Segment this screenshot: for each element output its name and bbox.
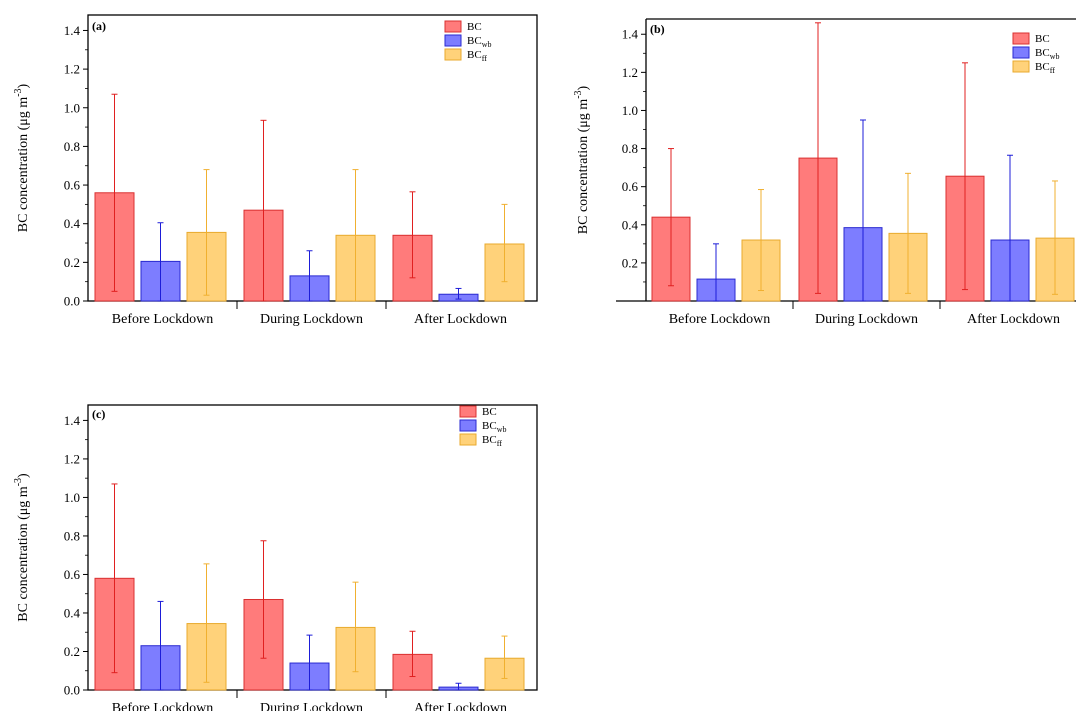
- legend-label-subscript: ff: [482, 54, 488, 63]
- x-category-label: During Lockdown: [260, 701, 363, 711]
- legend-swatch: [459, 419, 477, 432]
- legend-label-subscript: ff: [497, 439, 503, 448]
- panel-letter: (a): [92, 19, 106, 33]
- y-tick-label: 0.8: [622, 141, 638, 156]
- legend-label-main: BC: [1035, 61, 1050, 73]
- legend-swatch: [444, 20, 462, 33]
- y-axis-label-main: BC concentration (μg m: [16, 97, 31, 233]
- y-tick-label: 1.4: [64, 23, 81, 38]
- y-tick-label: 0.6: [622, 179, 639, 194]
- x-category-label: After Lockdown: [967, 312, 1060, 327]
- y-axis-label-main: BC concentration (μg m: [576, 99, 591, 235]
- legend-label: BC: [467, 21, 482, 33]
- y-tick-label: 0.0: [64, 294, 80, 309]
- legend-label: BC: [1035, 33, 1050, 45]
- x-category-label: Before Lockdown: [112, 701, 213, 711]
- x-category-label: Before Lockdown: [112, 312, 213, 327]
- y-tick-label: 0.0: [64, 683, 80, 698]
- y-tick-label: 1.0: [622, 103, 638, 118]
- y-axis-label-superscript: -3: [13, 88, 24, 96]
- legend-label-subscript: wb: [482, 40, 492, 49]
- y-axis-label-close: ): [16, 83, 31, 88]
- x-category-label: After Lockdown: [414, 312, 507, 327]
- y-tick-label: 1.0: [64, 100, 80, 115]
- y-tick-label: 0.2: [64, 255, 80, 270]
- legend-label: BCff: [482, 434, 502, 448]
- y-axis-label-close: ): [576, 85, 591, 90]
- y-axis-label-close: ): [16, 473, 31, 478]
- legend-label-main: BC: [482, 434, 497, 446]
- legend-label-subscript: wb: [1050, 52, 1060, 61]
- y-tick-label: 1.0: [64, 490, 80, 505]
- legend-label-main: BC: [1035, 33, 1050, 45]
- x-category-label: During Lockdown: [260, 312, 363, 327]
- y-tick-label: 1.2: [64, 451, 80, 466]
- y-tick-label: 0.4: [64, 216, 81, 231]
- legend-swatch: [444, 34, 462, 47]
- legend-label-subscript: wb: [497, 425, 507, 434]
- y-axis-label-superscript: -3: [573, 90, 584, 98]
- x-category-label: Before Lockdown: [669, 312, 770, 327]
- chart-panel-b: 0.2 0.4 0.6 0.8 1.0 1.2 1.4 BC concentration (μ…: [573, 18, 1076, 327]
- legend-swatch: [444, 48, 462, 61]
- y-tick-label: 0.2: [64, 644, 80, 659]
- legend-label-subscript: ff: [1050, 66, 1056, 75]
- panel-letter: (b): [650, 22, 665, 36]
- chart-panel-a: 0.0 0.2 0.4 0.6 0.8 1.0 1.2 1.4 BC concentration…: [13, 14, 538, 327]
- y-axis-label-main: BC concentration (μg m: [16, 486, 31, 622]
- y-tick-label: 1.4: [64, 413, 81, 428]
- y-tick-label: 1.4: [622, 27, 639, 42]
- y-axis-label-superscript: -3: [13, 478, 24, 486]
- legend-label: BCwb: [1035, 47, 1059, 61]
- legend-label-main: BC: [467, 35, 482, 47]
- chart-panel-c: 0.0 0.2 0.4 0.6 0.8 1.0 1.2 1.4 BC concentration…: [13, 404, 538, 711]
- x-category-label: After Lockdown: [414, 701, 507, 711]
- y-tick-label: 0.4: [622, 217, 639, 232]
- legend-label-main: BC: [482, 406, 497, 418]
- y-tick-label: 1.2: [622, 65, 638, 80]
- y-tick-label: 0.6: [64, 567, 81, 582]
- y-axis-label: BC concentration (μg m-3): [13, 473, 31, 622]
- y-tick-label: 0.8: [64, 139, 80, 154]
- legend-swatch: [459, 405, 477, 418]
- legend-label: BCwb: [482, 420, 506, 434]
- legend-label: BCff: [467, 49, 487, 63]
- y-tick-label: 0.8: [64, 528, 80, 543]
- legend-swatch: [1012, 46, 1030, 59]
- legend-swatch: [1012, 32, 1030, 45]
- panel-letter: (c): [92, 407, 105, 421]
- legend-label: BC: [482, 406, 497, 418]
- y-tick-label: 0.2: [622, 255, 638, 270]
- x-category-label: During Lockdown: [815, 312, 918, 327]
- legend-swatch: [459, 433, 477, 446]
- legend-label-main: BC: [482, 420, 497, 432]
- legend-label-main: BC: [467, 49, 482, 61]
- legend-label-main: BC: [467, 21, 482, 33]
- y-tick-label: 1.2: [64, 62, 80, 77]
- y-tick-label: 0.4: [64, 605, 81, 620]
- legend-label: BCwb: [467, 35, 491, 49]
- legend-swatch: [1012, 60, 1030, 73]
- legend-label-main: BC: [1035, 47, 1050, 59]
- legend-label: BCff: [1035, 61, 1055, 75]
- y-axis-label: BC concentration (μg m-3): [573, 85, 591, 234]
- y-axis-label: BC concentration (μg m-3): [13, 83, 31, 232]
- y-tick-label: 0.6: [64, 178, 81, 193]
